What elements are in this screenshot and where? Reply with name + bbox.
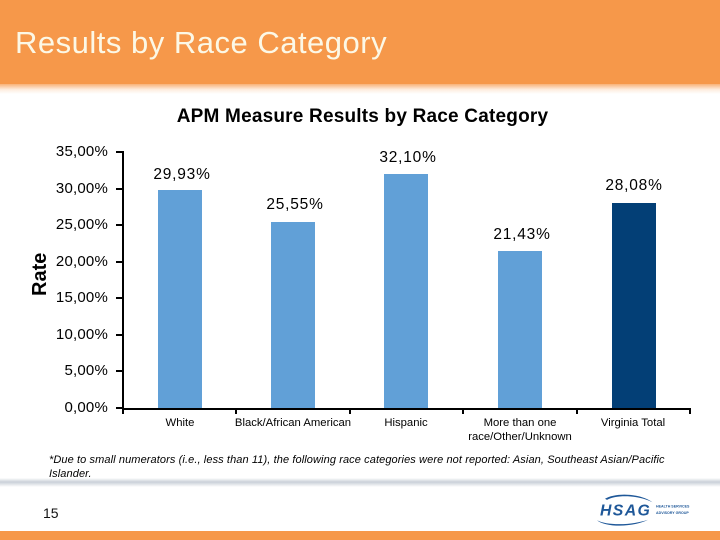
svg-text:ADVISORY GROUP: ADVISORY GROUP [656, 511, 689, 515]
svg-text:HEALTH SERVICES: HEALTH SERVICES [656, 505, 690, 509]
svg-text:HSAG: HSAG [600, 502, 651, 519]
